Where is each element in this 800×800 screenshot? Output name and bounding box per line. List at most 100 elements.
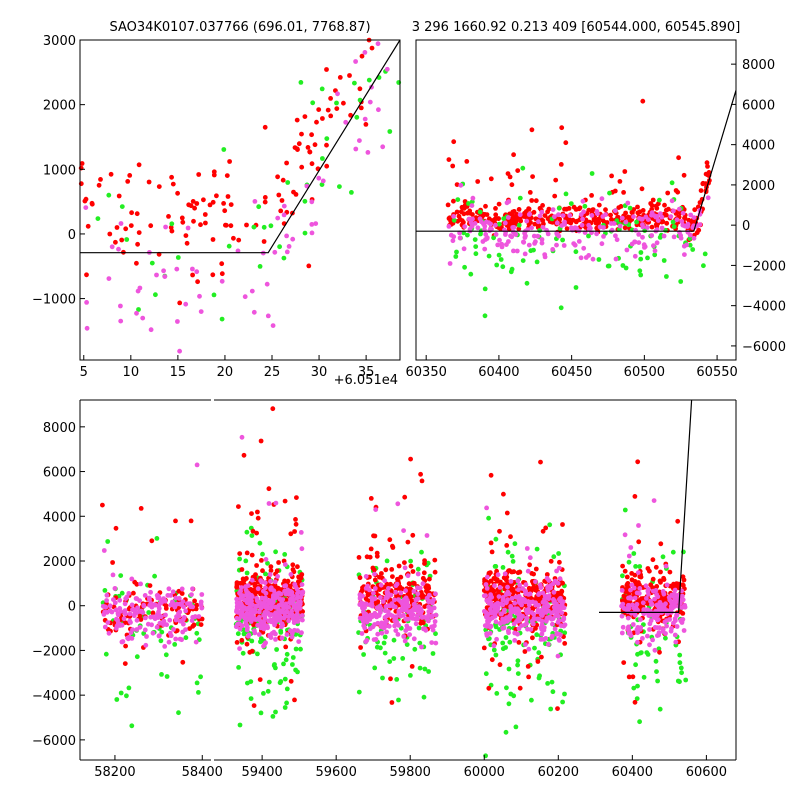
red-point [418, 471, 423, 477]
pink-point [414, 596, 420, 602]
pink-point [545, 231, 551, 237]
green-point [641, 674, 647, 680]
red-point [113, 239, 118, 245]
red-point [624, 574, 630, 580]
pink-point [407, 632, 412, 637]
pink-point [516, 626, 522, 631]
pink-point [655, 218, 661, 224]
green-point [396, 697, 401, 703]
pink-point [148, 327, 154, 333]
pink-point [499, 244, 505, 250]
red-point [337, 75, 343, 80]
red-point [175, 190, 181, 196]
panel-top-left-x-ticks: 5 10 15 20 25 30 35 [80, 355, 374, 380]
red-point [420, 575, 426, 581]
green-point [261, 691, 266, 696]
red-point [589, 193, 594, 198]
pink-point [523, 582, 529, 588]
pink-point [252, 608, 257, 613]
pink-point [117, 623, 123, 628]
pink-point [545, 603, 551, 609]
pink-point [273, 500, 279, 506]
pink-point [392, 597, 397, 603]
pink-point [278, 591, 284, 597]
pink-point [512, 630, 518, 636]
pink-point [679, 219, 685, 224]
pink-point [477, 216, 483, 222]
green-point [119, 590, 125, 596]
pink-point [550, 621, 555, 627]
red-point [396, 563, 402, 569]
red-point [198, 222, 203, 228]
green-point [282, 705, 288, 710]
pink-point [484, 235, 490, 241]
pink-point [561, 605, 567, 611]
red-point [528, 220, 533, 225]
pink-point [546, 593, 552, 599]
pink-point [187, 601, 193, 607]
pink-point [236, 616, 242, 622]
pink-point [557, 632, 563, 637]
pink-point [299, 582, 305, 587]
pink-point [450, 238, 456, 244]
panel-top-right-y-tick-label: 2000 [742, 179, 775, 194]
pink-point [508, 579, 514, 584]
pink-point [156, 609, 161, 615]
pink-point [515, 578, 521, 584]
green-point [106, 192, 112, 198]
red-point [368, 496, 374, 501]
red-point [609, 173, 614, 179]
green-point [95, 216, 101, 222]
pink-point [359, 631, 365, 636]
pink-point [691, 235, 697, 241]
green-point [627, 205, 633, 211]
green-point [282, 552, 288, 557]
green-point [290, 662, 295, 667]
pink-point [466, 216, 472, 222]
red-point [675, 518, 681, 524]
red-point [632, 494, 638, 499]
red-point [410, 532, 416, 538]
pink-point [393, 616, 398, 621]
pink-point [199, 605, 205, 611]
green-point [244, 529, 250, 535]
panel-top-right-frame [415, 39, 737, 361]
pink-point [603, 212, 608, 218]
panel-top-right-y-tick-label: 4000 [742, 139, 775, 154]
pink-point [594, 231, 599, 237]
pink-point [652, 248, 658, 254]
green-point [655, 678, 660, 684]
green-point [430, 651, 436, 656]
pink-point [539, 209, 545, 215]
green-point [524, 280, 530, 286]
red-point [486, 685, 492, 691]
panel-top-left-points [78, 37, 402, 354]
red-point [108, 171, 114, 177]
pink-point [396, 623, 402, 628]
panel-top-left-title: SAO34K0107.037766 (696.01, 7768.87) [109, 20, 370, 35]
green-point [645, 255, 650, 261]
green-point [172, 642, 178, 647]
red-point [183, 233, 189, 239]
red-point [662, 202, 667, 208]
red-point [410, 569, 416, 574]
pink-point [117, 597, 123, 603]
red-point [324, 163, 330, 169]
pink-point [678, 618, 684, 624]
pink-point [134, 617, 140, 623]
pink-point [239, 434, 245, 440]
pink-point [637, 586, 643, 591]
pink-point [559, 223, 565, 228]
panel-bottom-y-tick-label: 6000 [43, 466, 76, 481]
pink-point [254, 603, 260, 609]
pink-point [672, 596, 678, 602]
red-point [179, 215, 185, 221]
pink-point [501, 620, 507, 625]
red-point [236, 504, 241, 509]
pink-point [557, 576, 563, 582]
pink-point [552, 578, 558, 584]
green-point [473, 251, 479, 257]
pink-point [380, 624, 385, 629]
red-point [223, 222, 228, 228]
